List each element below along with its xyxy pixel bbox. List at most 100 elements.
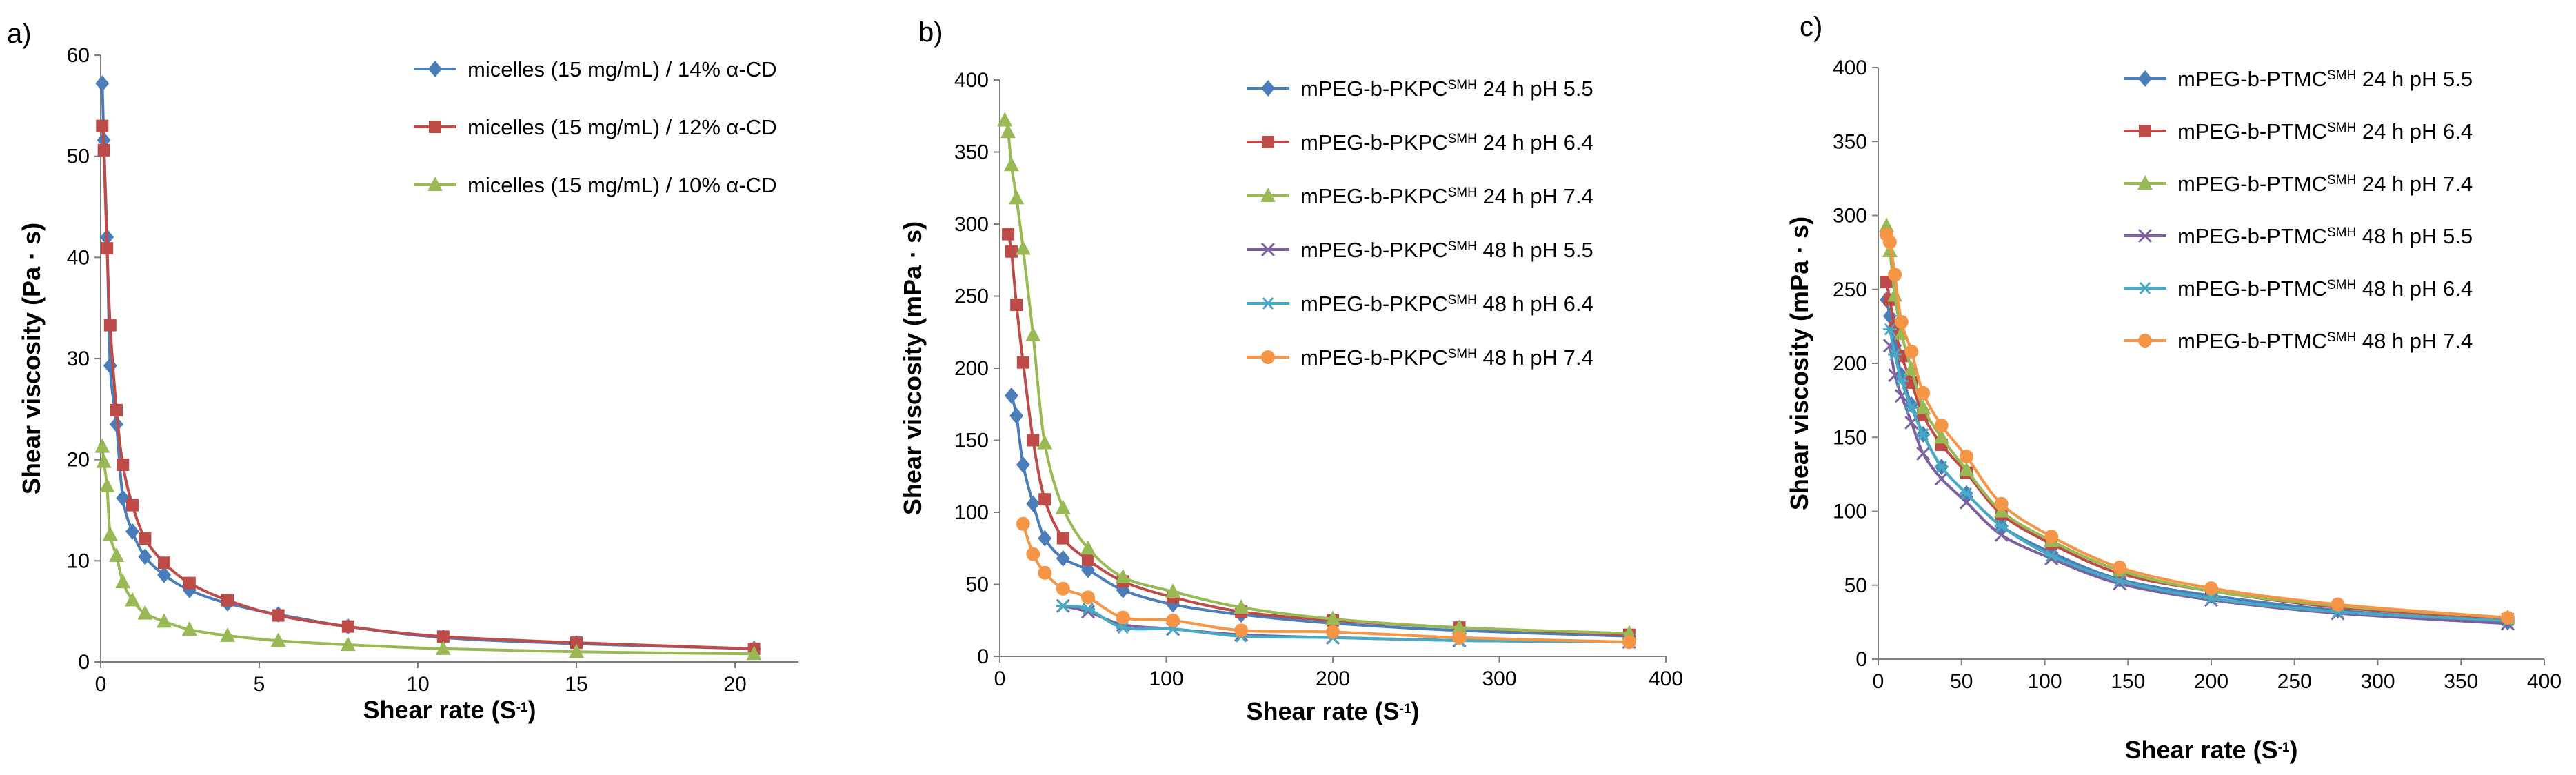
- y-tick-label: 100: [1833, 501, 1867, 523]
- x-axis-label: Shear rate (S-1): [1246, 697, 1419, 725]
- legend-marker: [1260, 242, 1276, 257]
- text-main: mPEG-b-PTMC: [2177, 329, 2327, 353]
- data-point: [1056, 581, 1070, 596]
- data-point: [157, 566, 171, 583]
- legend-marker: [2139, 125, 2151, 137]
- series-line: [1885, 234, 2508, 619]
- series-line: [101, 446, 754, 656]
- panel-label: b): [918, 17, 943, 48]
- data-point: [96, 119, 109, 132]
- y-tick-label: 250: [954, 285, 989, 308]
- data-point: [2044, 529, 2059, 543]
- text-end: ): [2290, 736, 2298, 764]
- data-point: [1934, 461, 1949, 474]
- y-tick-label: 50: [1844, 574, 1867, 597]
- legend-entry: mPEG-b-PKPCSMH 48 h pH 6.4: [1247, 292, 1593, 316]
- data-point: [1325, 610, 1340, 625]
- series-line: [1888, 345, 2508, 625]
- data-point: [1016, 356, 1029, 369]
- y-tick-label: 20: [67, 449, 90, 472]
- legend-marker: [2137, 175, 2153, 190]
- x-tick-label: 300: [1482, 667, 1516, 690]
- series-3: [997, 112, 1637, 640]
- y-tick-label: 200: [954, 357, 989, 380]
- data-point: [1621, 625, 1637, 640]
- legend-marker: [1261, 350, 1275, 364]
- legend-marker: [1261, 297, 1275, 310]
- data-point: [97, 143, 110, 157]
- data-point: [117, 459, 130, 471]
- x-tick-label: 150: [2111, 670, 2145, 693]
- data-point: [1916, 446, 1931, 461]
- data-point: [2044, 549, 2059, 562]
- data-point: [2113, 574, 2127, 587]
- legend-label: mPEG-b-PKPCSMH 24 h pH 6.4: [1300, 130, 1593, 154]
- text-main: mPEG-b-PKPC: [1300, 184, 1448, 208]
- text-main: mPEG-b-PTMC: [2177, 172, 2327, 196]
- legend-label: mPEG-b-PKPCSMH 24 h pH 5.5: [1300, 77, 1593, 101]
- x-tick-label: 250: [2277, 670, 2312, 693]
- legend-marker: [1262, 136, 1274, 148]
- data-point: [109, 547, 124, 562]
- series-line: [1888, 329, 2508, 623]
- legend-entry: micelles (15 mg/mL) / 12% α-CD: [414, 115, 777, 139]
- data-point: [1038, 493, 1051, 506]
- text-end: 24 h pH 6.4: [1477, 130, 1593, 154]
- data-point: [1038, 530, 1052, 547]
- data-point: [1916, 427, 1931, 441]
- text-superscript: -1: [2278, 741, 2290, 755]
- data-point: [1080, 590, 1095, 605]
- x-tick-label: 100: [2027, 670, 2062, 693]
- legend: mPEG-b-PKPCSMH 24 h pH 5.5mPEG-b-PKPCSMH…: [1247, 77, 1593, 370]
- text-main: mPEG-b-PTMC: [2177, 67, 2327, 91]
- legend-entry: mPEG-b-PKPCSMH 48 h pH 7.4: [1247, 345, 1593, 370]
- data-point: [1056, 550, 1070, 567]
- x-tick-label: 20: [723, 673, 746, 696]
- y-axis-label: Shear viscosity (Pa · s): [17, 223, 46, 494]
- y-tick-label: 0: [1855, 648, 1867, 671]
- x-tick-label: 200: [1316, 667, 1350, 690]
- y-tick-label: 10: [67, 550, 90, 572]
- y-tick-label: 60: [67, 44, 90, 67]
- data-point: [1904, 344, 1919, 359]
- data-point: [2113, 561, 2127, 575]
- data-point: [96, 453, 112, 468]
- text-end: 24 h pH 6.4: [2356, 119, 2473, 143]
- chart-panel-3: c) 0 50 100 150 200 250 300 350 400 0 50 100 150 200 25…: [1785, 12, 2562, 764]
- legend-label: mPEG-b-PTMCSMH 48 h pH 6.4: [2177, 276, 2473, 301]
- data-point: [103, 319, 117, 332]
- y-tick-label: 30: [67, 348, 90, 370]
- legend-entry: micelles (15 mg/mL) / 10% α-CD: [414, 173, 777, 197]
- text-end: ): [1411, 697, 1420, 725]
- y-tick-label: 300: [1833, 205, 1867, 228]
- data-point: [125, 592, 140, 607]
- legend-label: mPEG-b-PTMCSMH 48 h pH 7.4: [2177, 329, 2473, 353]
- text-end: 48 h pH 6.4: [1477, 292, 1593, 316]
- legend-label: micelles (15 mg/mL) / 14% α-CD: [467, 57, 777, 81]
- legend-marker: [2138, 334, 2152, 348]
- data-point: [1038, 565, 1052, 580]
- data-point: [95, 75, 110, 92]
- legend-label: mPEG-b-PTMCSMH 24 h pH 7.4: [2177, 172, 2473, 196]
- text-end: 24 h pH 7.4: [1477, 184, 1593, 208]
- series-6: [1880, 228, 2515, 625]
- y-tick-label: 350: [1833, 130, 1867, 153]
- text-superscript: SMH: [1448, 293, 1477, 308]
- data-point: [2204, 581, 2218, 596]
- data-point: [1882, 323, 1897, 336]
- text-end: 48 h pH 6.4: [2356, 276, 2473, 301]
- x-tick-label: 0: [95, 673, 107, 696]
- legend-label: mPEG-b-PKPCSMH 48 h pH 6.4: [1300, 292, 1593, 316]
- data-point: [1994, 496, 2009, 511]
- legend-entry: mPEG-b-PTMCSMH 24 h pH 7.4: [2124, 172, 2473, 196]
- x-tick-label: 350: [2444, 670, 2478, 693]
- legend-marker: [2138, 282, 2152, 294]
- chart-panel-2: b) 0 50 100 150 200 250 300 350 400 0 100 200 300 400 S…: [898, 17, 1683, 725]
- data-point: [1879, 217, 1895, 232]
- data-point: [1004, 387, 1018, 404]
- data-point: [340, 636, 356, 652]
- data-point: [1000, 123, 1016, 139]
- data-point: [1904, 401, 1919, 414]
- data-point: [435, 640, 451, 655]
- text-main: mPEG-b-PTMC: [2177, 119, 2327, 143]
